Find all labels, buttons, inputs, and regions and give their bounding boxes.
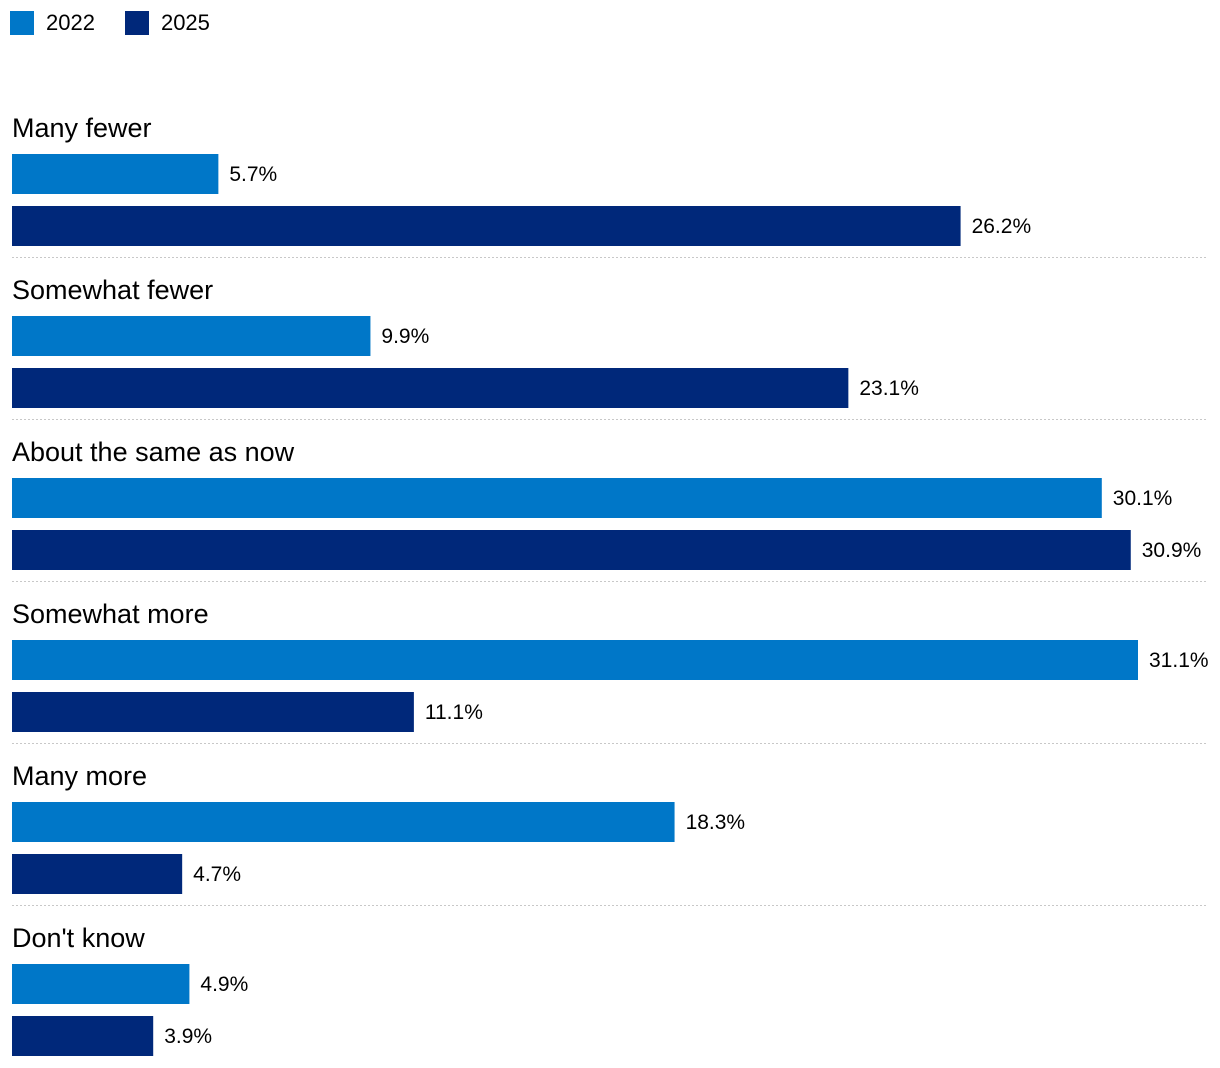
bar-2025-don-t-know [12,1016,154,1056]
bar-2025-somewhat-more [12,692,414,732]
category-label-about-the-same-as-now: About the same as now [12,437,295,467]
category-label-somewhat-more: Somewhat more [12,599,209,629]
legend-item-2025: 2025 [124,10,210,35]
value-label-2022-somewhat-fewer: 9.9% [381,325,429,348]
value-label-2022-about-the-same-as-now: 30.1% [1113,487,1173,510]
bar-2022-about-the-same-as-now [12,478,1102,518]
bar-2025-many-more [12,854,183,894]
bar-2025-many-fewer [12,206,961,246]
value-label-2025-many-more: 4.7% [193,863,241,886]
value-label-2025-somewhat-fewer: 23.1% [859,377,919,400]
legend-swatch-2025 [124,11,149,35]
bar-2022-many-fewer [12,154,219,194]
legend-label-2025: 2025 [160,10,210,35]
bar-2022-don-t-know [12,964,190,1004]
bar-2022-somewhat-more [12,640,1138,680]
value-label-2025-somewhat-more: 11.1% [425,701,483,724]
value-label-2022-many-fewer: 5.7% [229,163,277,186]
value-label-2025-don-t-know: 3.9% [164,1025,212,1048]
value-label-2025-many-fewer: 26.2% [972,215,1032,238]
bar-2022-many-more [12,802,675,842]
legend-label-2022: 2022 [46,10,95,35]
bar-2025-somewhat-fewer [12,368,849,408]
legend: 2022 2025 [10,10,240,36]
value-label-2025-about-the-same-as-now: 30.9% [1142,539,1202,562]
category-label-many-fewer: Many fewer [12,113,152,143]
category-label-don-t-know: Don't know [12,923,145,953]
legend-swatch-2022 [10,11,34,35]
value-label-2022-don-t-know: 4.9% [200,973,248,996]
category-label-somewhat-fewer: Somewhat fewer [12,275,213,305]
bar-2022-somewhat-fewer [12,316,371,356]
bar-2025-about-the-same-as-now [12,530,1131,570]
value-label-2022-many-more: 18.3% [686,811,746,834]
value-label-2022-somewhat-more: 31.1% [1149,649,1209,672]
legend-item-2022: 2022 [10,11,95,35]
category-label-many-more: Many more [12,761,147,791]
